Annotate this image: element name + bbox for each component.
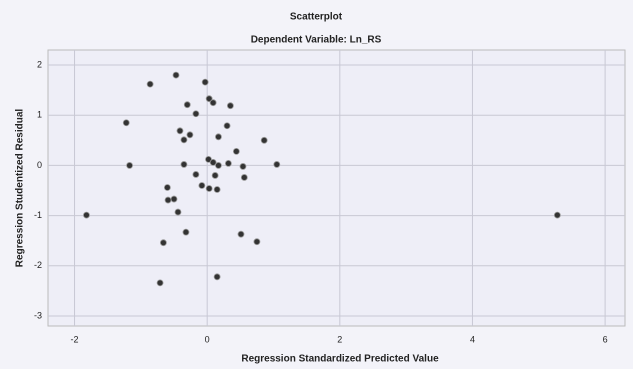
point bbox=[233, 148, 239, 154]
point bbox=[175, 209, 181, 215]
x-axis-label: Regression Standardized Predicted Value bbox=[241, 354, 439, 365]
point bbox=[171, 196, 177, 202]
chart-title: Scatterplot bbox=[290, 12, 343, 23]
point bbox=[261, 137, 267, 143]
point bbox=[214, 187, 220, 193]
y-tick-label: -3 bbox=[34, 310, 42, 320]
point bbox=[210, 100, 216, 106]
x-tick-label: -2 bbox=[71, 334, 79, 344]
point bbox=[206, 186, 212, 192]
chart: Scatterplot Dependent Variable: Ln_RS Re… bbox=[0, 0, 633, 369]
x-tick-label: 4 bbox=[470, 334, 475, 344]
point bbox=[215, 162, 221, 168]
point bbox=[241, 174, 247, 180]
y-tick-label: -2 bbox=[34, 260, 42, 270]
point bbox=[123, 120, 129, 126]
point bbox=[183, 229, 189, 235]
y-tick-label: 1 bbox=[37, 110, 42, 120]
point bbox=[238, 231, 244, 237]
point bbox=[177, 128, 183, 134]
x-tick-label: 2 bbox=[337, 334, 342, 344]
x-tick-label: 0 bbox=[205, 334, 210, 344]
point bbox=[274, 161, 280, 167]
point bbox=[212, 172, 218, 178]
point bbox=[254, 239, 260, 245]
point bbox=[157, 280, 163, 286]
point bbox=[165, 197, 171, 203]
x-tick-label: 6 bbox=[603, 334, 608, 344]
point bbox=[83, 212, 89, 218]
y-tick-label: -1 bbox=[34, 210, 42, 220]
point bbox=[127, 162, 133, 168]
point bbox=[215, 134, 221, 140]
point bbox=[224, 123, 230, 129]
plot-area bbox=[48, 50, 625, 326]
page: Scatterplot Dependent Variable: Ln_RS Re… bbox=[0, 0, 633, 369]
chart-subtitle: Dependent Variable: Ln_RS bbox=[251, 35, 382, 46]
point bbox=[181, 137, 187, 143]
y-tick-label: 2 bbox=[37, 59, 42, 69]
point bbox=[173, 72, 179, 78]
point bbox=[164, 184, 170, 190]
point bbox=[554, 212, 560, 218]
point bbox=[147, 81, 153, 87]
point bbox=[193, 171, 199, 177]
point bbox=[187, 132, 193, 138]
point bbox=[184, 102, 190, 108]
point bbox=[202, 79, 208, 85]
point bbox=[225, 160, 231, 166]
point bbox=[214, 274, 220, 280]
point bbox=[160, 240, 166, 246]
y-tick-label: 0 bbox=[37, 160, 42, 170]
point bbox=[181, 161, 187, 167]
point bbox=[193, 111, 199, 117]
point bbox=[199, 182, 205, 188]
point bbox=[240, 163, 246, 169]
y-axis-label: Regression Studentized Residual bbox=[15, 109, 26, 268]
point bbox=[227, 103, 233, 109]
